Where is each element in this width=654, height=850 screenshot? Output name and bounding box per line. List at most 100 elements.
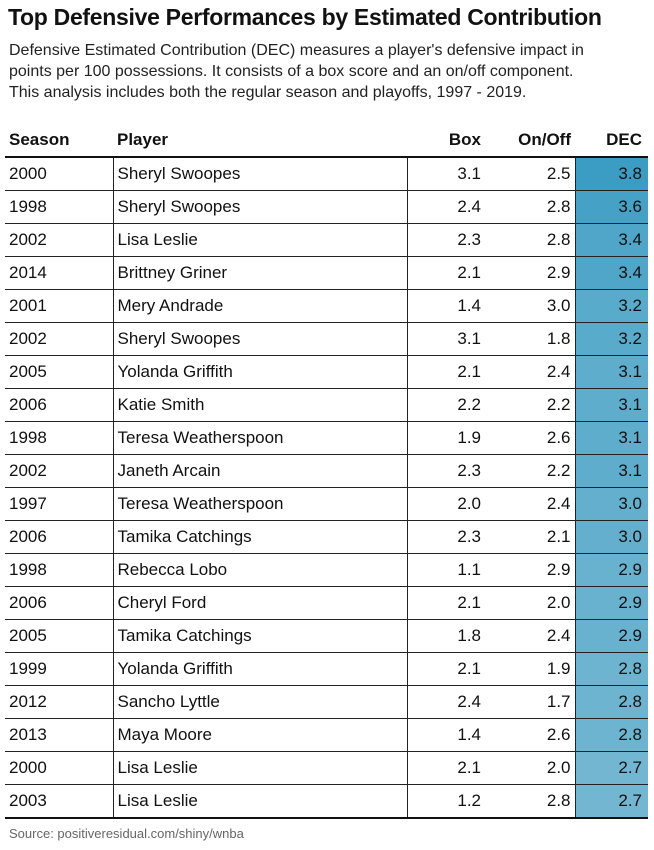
- cell-season: 2003: [5, 784, 114, 819]
- cell-player: Tamika Catchings: [113, 619, 408, 653]
- cell-player: Janeth Arcain: [113, 454, 408, 488]
- cell-box: 2.3: [407, 454, 485, 488]
- cell-box: 3.1: [407, 322, 485, 356]
- cell-dec: 2.9: [575, 553, 648, 587]
- cell-onoff: 2.0: [485, 751, 576, 785]
- source-note: Source: positiveresidual.com/shiny/wnba: [9, 826, 244, 841]
- cell-player: Sheryl Swoopes: [113, 157, 408, 191]
- cell-dec: 3.8: [575, 157, 648, 191]
- cell-onoff: 1.9: [485, 652, 576, 686]
- cell-dec: 3.2: [575, 289, 648, 323]
- performance-table: Season Player Box On/Off DEC 2000 Sheryl …: [5, 124, 648, 819]
- cell-dec: 3.1: [575, 421, 648, 455]
- cell-dec: 2.8: [575, 652, 648, 686]
- cell-onoff: 2.6: [485, 718, 576, 752]
- table-row: 2013 Maya Moore 1.4 2.6 2.8: [5, 718, 648, 752]
- cell-onoff: 2.1: [485, 520, 576, 554]
- cell-season: 2002: [5, 454, 114, 488]
- cell-season: 2002: [5, 223, 114, 257]
- cell-onoff: 2.8: [485, 223, 576, 257]
- cell-dec: 3.1: [575, 355, 648, 389]
- cell-dec: 2.8: [575, 685, 648, 719]
- table-row: 2014 Brittney Griner 2.1 2.9 3.4: [5, 256, 648, 290]
- column-header-dec: DEC: [575, 124, 648, 158]
- table-row: 2003 Lisa Leslie 1.2 2.8 2.7: [5, 784, 648, 819]
- cell-onoff: 1.7: [485, 685, 576, 719]
- column-header-box: Box: [407, 124, 485, 158]
- cell-box: 2.3: [407, 520, 485, 554]
- cell-player: Mery Andrade: [113, 289, 408, 323]
- cell-season: 1999: [5, 652, 114, 686]
- cell-player: Lisa Leslie: [113, 784, 408, 819]
- cell-player: Yolanda Griffith: [113, 355, 408, 389]
- table-row: 2006 Tamika Catchings 2.3 2.1 3.0: [5, 520, 648, 554]
- cell-player: Maya Moore: [113, 718, 408, 752]
- cell-box: 1.2: [407, 784, 485, 819]
- column-header-onoff: On/Off: [485, 124, 575, 158]
- cell-player: Sheryl Swoopes: [113, 322, 408, 356]
- cell-onoff: 2.0: [485, 586, 576, 620]
- table-row: 2002 Lisa Leslie 2.3 2.8 3.4: [5, 223, 648, 257]
- column-header-player: Player: [113, 124, 407, 158]
- cell-season: 2005: [5, 619, 114, 653]
- cell-box: 2.1: [407, 355, 485, 389]
- cell-dec: 3.0: [575, 520, 648, 554]
- cell-player: Sheryl Swoopes: [113, 190, 408, 224]
- cell-onoff: 2.4: [485, 355, 576, 389]
- table-row: 1997 Teresa Weatherspoon 2.0 2.4 3.0: [5, 487, 648, 521]
- cell-player: Cheryl Ford: [113, 586, 408, 620]
- cell-box: 2.4: [407, 685, 485, 719]
- cell-dec: 2.7: [575, 784, 648, 819]
- cell-onoff: 2.2: [485, 388, 576, 422]
- cell-season: 1998: [5, 190, 114, 224]
- subtitle-line: Defensive Estimated Contribution (DEC) m…: [9, 42, 584, 59]
- table-row: 1999 Yolanda Griffith 2.1 1.9 2.8: [5, 652, 648, 686]
- cell-player: Teresa Weatherspoon: [113, 421, 408, 455]
- cell-box: 2.1: [407, 586, 485, 620]
- cell-dec: 2.9: [575, 619, 648, 653]
- table-row: 2006 Katie Smith 2.2 2.2 3.1: [5, 388, 648, 422]
- chart-title: Top Defensive Performances by Estimated …: [8, 4, 602, 30]
- cell-season: 2001: [5, 289, 114, 323]
- cell-onoff: 2.9: [485, 256, 576, 290]
- cell-onoff: 3.0: [485, 289, 576, 323]
- table-row: 1998 Rebecca Lobo 1.1 2.9 2.9: [5, 553, 648, 587]
- cell-onoff: 2.2: [485, 454, 576, 488]
- cell-box: 2.1: [407, 256, 485, 290]
- cell-dec: 2.9: [575, 586, 648, 620]
- cell-player: Yolanda Griffith: [113, 652, 408, 686]
- cell-season: 1998: [5, 421, 114, 455]
- cell-season: 1998: [5, 553, 114, 587]
- table-row: 2002 Janeth Arcain 2.3 2.2 3.1: [5, 454, 648, 488]
- table-row: 2000 Sheryl Swoopes 3.1 2.5 3.8: [5, 157, 648, 191]
- cell-season: 2002: [5, 322, 114, 356]
- cell-dec: 2.7: [575, 751, 648, 785]
- table-row: 2002 Sheryl Swoopes 3.1 1.8 3.2: [5, 322, 648, 356]
- cell-box: 1.8: [407, 619, 485, 653]
- cell-box: 1.4: [407, 289, 485, 323]
- cell-dec: 3.1: [575, 454, 648, 488]
- cell-onoff: 2.9: [485, 553, 576, 587]
- cell-season: 2006: [5, 520, 114, 554]
- table-row: 2000 Lisa Leslie 2.1 2.0 2.7: [5, 751, 648, 785]
- cell-season: 2006: [5, 388, 114, 422]
- table-row: 2012 Sancho Lyttle 2.4 1.7 2.8: [5, 685, 648, 719]
- cell-onoff: 2.8: [485, 190, 576, 224]
- cell-dec: 3.0: [575, 487, 648, 521]
- table-row: 1998 Sheryl Swoopes 2.4 2.8 3.6: [5, 190, 648, 224]
- header-row: Season Player Box On/Off DEC: [5, 124, 648, 158]
- cell-player: Lisa Leslie: [113, 751, 408, 785]
- cell-season: 2005: [5, 355, 114, 389]
- table-row: 2005 Tamika Catchings 1.8 2.4 2.9: [5, 619, 648, 653]
- cell-season: 2014: [5, 256, 114, 290]
- cell-onoff: 2.5: [485, 157, 576, 191]
- cell-dec: 3.4: [575, 223, 648, 257]
- table-row: 2006 Cheryl Ford 2.1 2.0 2.9: [5, 586, 648, 620]
- cell-dec: 3.4: [575, 256, 648, 290]
- table-body: 2000 Sheryl Swoopes 3.1 2.5 3.8 1998 Sheryl Sw…: [5, 157, 648, 819]
- table-row: 2005 Yolanda Griffith 2.1 2.4 3.1: [5, 355, 648, 389]
- cell-dec: 3.6: [575, 190, 648, 224]
- cell-onoff: 1.8: [485, 322, 576, 356]
- cell-dec: 3.1: [575, 388, 648, 422]
